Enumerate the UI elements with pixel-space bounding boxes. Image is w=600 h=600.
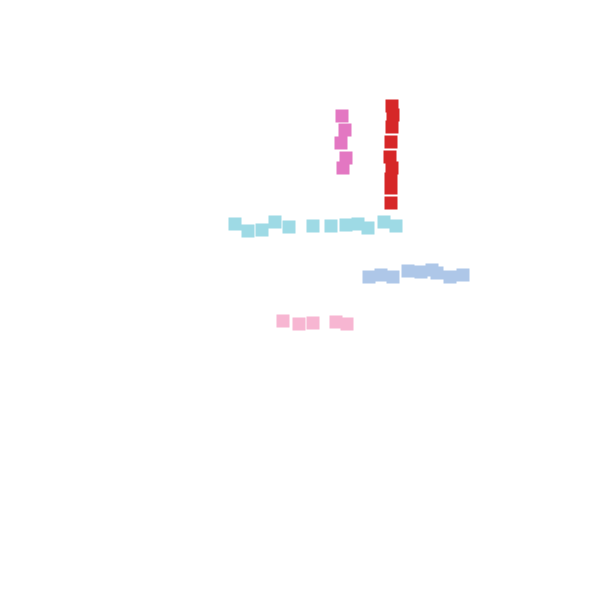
point-3-3	[401, 264, 415, 278]
point-1-1	[338, 123, 352, 137]
point-3-6	[430, 266, 444, 280]
point-0-2	[385, 120, 399, 134]
point-3-0	[362, 270, 376, 284]
point-0-3	[384, 135, 398, 149]
point-2-10	[377, 215, 391, 229]
point-2-11	[389, 219, 403, 233]
point-4-4	[340, 317, 354, 331]
point-0-4	[383, 150, 397, 164]
series-4	[276, 314, 354, 331]
point-3-8	[456, 268, 470, 282]
point-0-5	[385, 161, 399, 175]
point-3-1	[374, 268, 388, 282]
series-3	[362, 263, 470, 284]
point-3-7	[443, 270, 457, 284]
point-1-3	[339, 151, 353, 165]
point-2-4	[282, 220, 296, 234]
series-1	[334, 109, 353, 175]
point-3-4	[414, 265, 428, 279]
point-3-2	[386, 270, 400, 284]
point-4-3	[329, 315, 343, 329]
point-4-0	[276, 314, 290, 328]
point-2-2	[255, 223, 269, 237]
point-1-0	[335, 109, 349, 123]
point-2-1	[241, 224, 255, 238]
series-0	[383, 99, 400, 210]
point-0-7	[384, 181, 398, 195]
point-2-3	[268, 215, 282, 229]
point-1-4	[336, 161, 350, 175]
point-4-2	[306, 316, 320, 330]
point-2-7	[339, 218, 353, 232]
point-4-1	[292, 317, 306, 331]
point-0-1	[386, 108, 400, 122]
point-2-9	[361, 221, 375, 235]
scatter-marks	[228, 99, 470, 331]
point-2-6	[324, 219, 338, 233]
point-0-8	[384, 196, 398, 210]
series-2	[228, 215, 403, 238]
point-2-8	[351, 217, 365, 231]
point-2-0	[228, 217, 242, 231]
point-2-5	[306, 219, 320, 233]
point-1-2	[334, 136, 348, 150]
